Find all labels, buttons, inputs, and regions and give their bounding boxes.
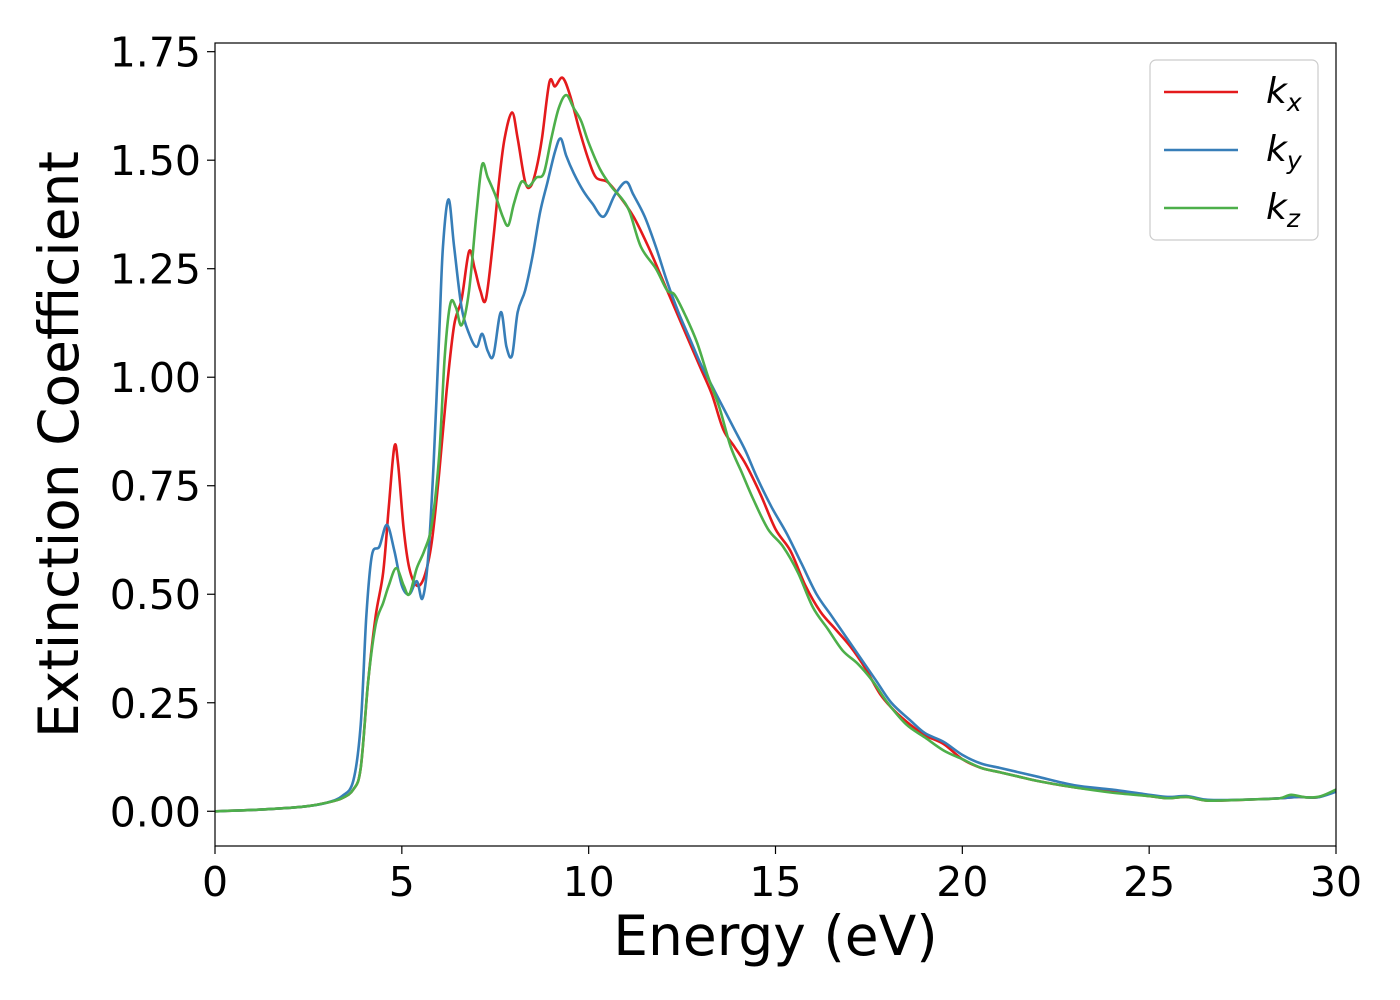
x-tick-label: 25 [1123, 858, 1175, 906]
y-tick-label: 1.50 [110, 137, 201, 185]
x-tick-label: 30 [1310, 858, 1362, 906]
y-tick-label: 0.75 [110, 463, 201, 511]
y-tick-label: 0.25 [110, 680, 201, 728]
y-axis-label: Extinction Coefficient [27, 151, 91, 738]
y-axis: 0.00 0.25 0.50 0.75 1.00 1.25 1.50 1.75 [110, 29, 215, 836]
y-tick-label: 1.00 [110, 354, 201, 402]
x-axis: 0 5 10 15 20 25 30 [202, 846, 1362, 906]
y-tick-label: 0.00 [110, 788, 201, 836]
legend-label-kx: kx [1266, 71, 1302, 117]
x-tick-label: 10 [563, 858, 615, 906]
x-axis-label: Energy (eV) [613, 904, 937, 968]
x-tick-label: 20 [936, 858, 988, 906]
series-line-kz [214, 93, 1337, 813]
x-tick-label: 5 [389, 858, 415, 906]
legend-label-kz: kz [1266, 187, 1301, 233]
series-layer [214, 76, 1337, 813]
x-tick-label: 15 [749, 858, 801, 906]
y-tick-label: 1.25 [110, 246, 201, 294]
legend: kx ky kz [1149, 59, 1319, 241]
y-tick-label: 1.75 [110, 29, 201, 77]
y-tick-label: 0.50 [110, 571, 201, 619]
x-tick-label: 0 [202, 858, 228, 906]
legend-label-ky: ky [1266, 129, 1303, 175]
plot-background [215, 43, 1336, 846]
